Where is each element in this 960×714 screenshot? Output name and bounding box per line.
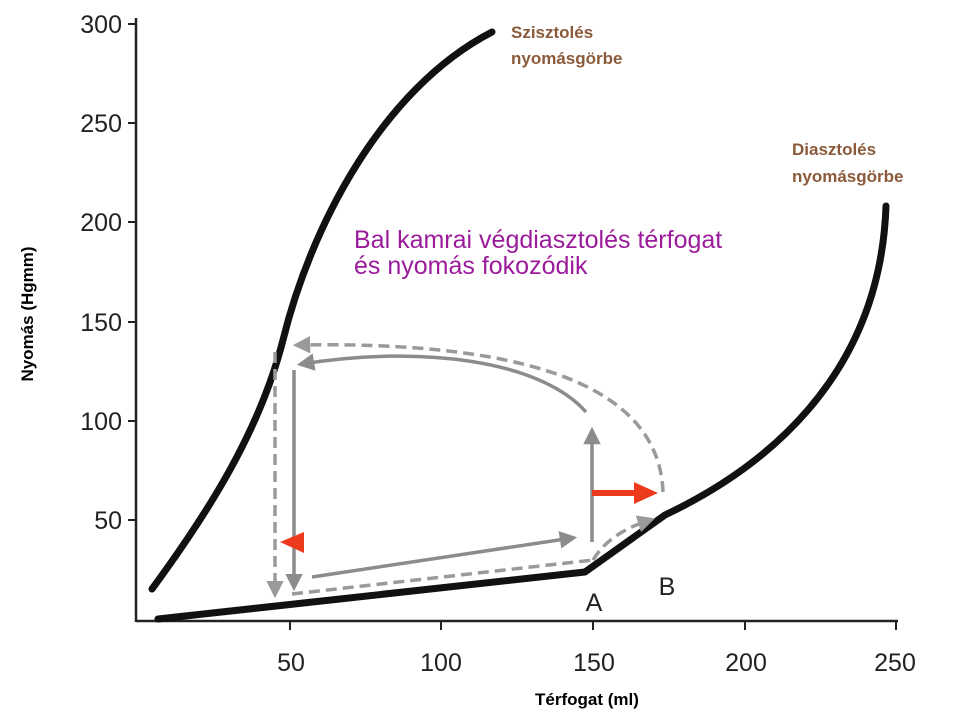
systolic-label-line1: Szisztolés [511,23,593,42]
x-tick-label: 50 [277,649,305,677]
annotation-line1: Bal kamrai végdiasztolés térfogat [354,226,722,254]
diastolic-pressure-curve [154,202,890,623]
pv-loop-enlarged [266,336,665,599]
highlight-arrows [280,482,658,553]
point-b-label: B [659,573,676,601]
pv-loop-original [285,353,601,592]
volume-increase-arrow-head [634,482,658,504]
x-tick-label: 150 [573,649,615,677]
dashed-filling-arrow [591,515,655,561]
diastolic-label-line2: nyomásgörbe [792,167,903,186]
x-tick-label: 200 [725,649,767,677]
x-tick-label: 100 [420,649,462,677]
y-tick-label: 200 [80,209,122,237]
axes: 300 250 200 150 100 50 50 100 150 200 25… [18,11,916,709]
systolic-label-line2: nyomásgörbe [511,49,622,68]
dashed-ejection-arrow [292,336,665,493]
loop-ejection-arrow [296,353,588,414]
y-tick-label: 250 [80,110,122,138]
y-tick-label: 100 [80,408,122,436]
annotation-line2: és nyomás fokozódik [354,252,588,280]
point-a-label: A [586,589,603,617]
left-pointing-arrow-head [280,532,304,553]
x-axis-title: Térfogat (ml) [535,690,639,709]
diastolic-label-line1: Diasztolés [792,140,876,159]
y-axis-title: Nyomás (Hgmm) [18,246,37,381]
y-tick-label: 50 [94,507,122,535]
systolic-pressure-curve [148,28,496,593]
x-tick-label: 250 [874,649,916,677]
loop-filling-arrow [311,531,578,579]
y-tick-label: 150 [80,309,122,337]
y-tick-label: 300 [80,11,122,39]
